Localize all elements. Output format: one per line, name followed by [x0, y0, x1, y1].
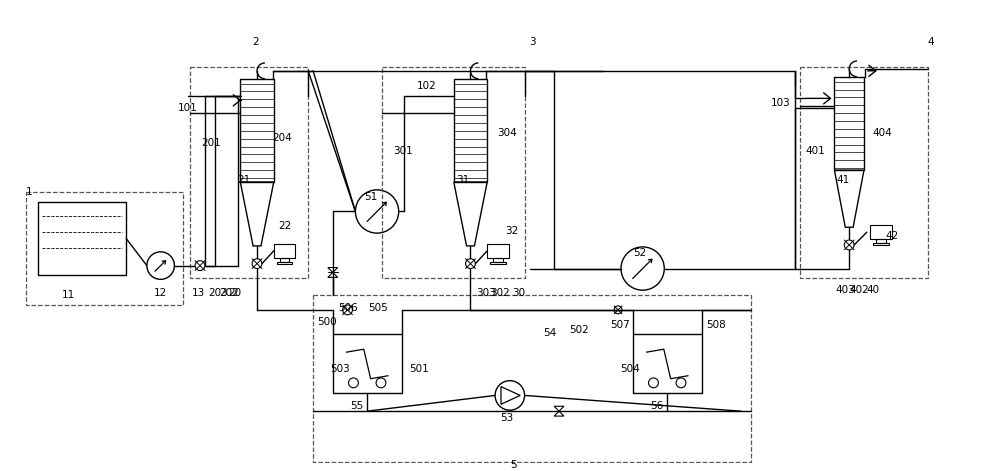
Bar [873, 243, 889, 245]
Text: 401: 401 [805, 146, 825, 155]
Text: 102: 102 [416, 81, 436, 90]
Bar [277, 262, 292, 264]
Text: 51: 51 [364, 192, 378, 202]
Text: 204: 204 [272, 133, 292, 143]
Bar [870, 225, 892, 239]
Circle shape [355, 190, 399, 233]
Text: 506: 506 [338, 303, 357, 313]
Text: 13: 13 [192, 288, 205, 298]
Text: 21: 21 [237, 175, 251, 185]
Circle shape [343, 305, 352, 315]
Text: 56: 56 [651, 401, 664, 411]
Text: 20: 20 [229, 288, 242, 298]
Text: 1: 1 [26, 187, 32, 197]
Text: 12: 12 [154, 288, 167, 298]
Bar [274, 244, 295, 258]
Bar [834, 77, 864, 170]
Text: 505: 505 [368, 303, 388, 313]
Text: 500: 500 [317, 317, 337, 327]
Text: 3: 3 [530, 37, 536, 48]
Text: 5: 5 [510, 460, 516, 471]
Bar [280, 258, 289, 262]
Text: 202: 202 [220, 288, 239, 298]
Text: 508: 508 [707, 320, 726, 330]
Circle shape [614, 306, 622, 314]
Text: 30: 30 [512, 288, 525, 298]
Circle shape [466, 259, 475, 268]
Bar [487, 244, 509, 258]
Bar [38, 202, 126, 276]
Text: 41: 41 [836, 175, 850, 185]
Circle shape [147, 252, 174, 279]
Bar [454, 79, 487, 182]
Text: 303: 303 [476, 288, 496, 298]
Circle shape [621, 247, 664, 290]
Text: 31: 31 [456, 175, 469, 185]
Bar [26, 192, 183, 305]
Text: 304: 304 [497, 128, 517, 138]
Circle shape [195, 260, 205, 270]
Text: 201: 201 [201, 138, 221, 148]
Text: 103: 103 [771, 98, 790, 108]
Circle shape [349, 378, 358, 388]
Bar [493, 258, 503, 262]
Text: 42: 42 [886, 231, 899, 241]
Text: 503: 503 [330, 364, 350, 374]
Bar [240, 79, 274, 182]
Bar [333, 334, 402, 393]
Text: 203: 203 [208, 288, 228, 298]
Text: 11: 11 [62, 290, 76, 300]
Text: 2: 2 [252, 37, 259, 48]
Circle shape [252, 259, 262, 268]
Text: 504: 504 [620, 364, 640, 374]
Text: 501: 501 [410, 364, 429, 374]
Circle shape [844, 240, 854, 250]
Text: 22: 22 [279, 221, 292, 231]
Text: 101: 101 [177, 103, 197, 114]
Circle shape [495, 381, 525, 410]
Text: 403: 403 [835, 285, 855, 295]
Text: 55: 55 [350, 401, 364, 411]
Circle shape [649, 378, 658, 388]
Text: 40: 40 [867, 285, 880, 295]
Bar [633, 334, 702, 393]
Text: 53: 53 [500, 413, 513, 423]
Bar [876, 239, 886, 243]
Text: 402: 402 [849, 285, 869, 295]
Circle shape [376, 378, 386, 388]
Text: 302: 302 [490, 288, 510, 298]
Text: 502: 502 [569, 325, 589, 334]
Bar [190, 67, 308, 278]
Bar [313, 295, 751, 463]
Text: 404: 404 [873, 128, 893, 138]
Circle shape [676, 378, 686, 388]
Text: 301: 301 [393, 146, 413, 155]
Text: 4: 4 [928, 37, 935, 48]
Text: 32: 32 [505, 226, 518, 236]
Text: 507: 507 [610, 320, 630, 330]
Bar [490, 262, 506, 264]
Bar [382, 67, 525, 278]
Text: 52: 52 [633, 248, 646, 258]
Bar [800, 67, 928, 278]
Text: 54: 54 [543, 327, 557, 338]
